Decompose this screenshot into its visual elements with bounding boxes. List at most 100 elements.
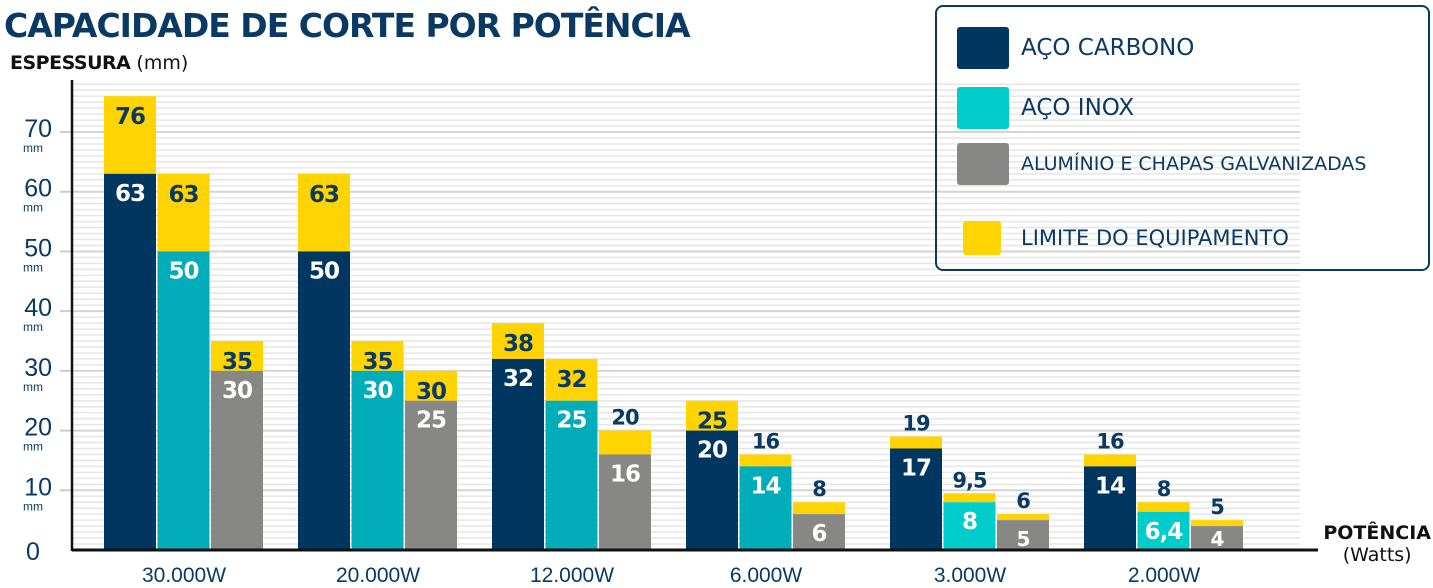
x-axis-label-text: POTÊNCIA: [1323, 522, 1431, 544]
legend-item-aluminum: ALUMÍNIO E CHAPAS GALVANIZADAS: [957, 143, 1366, 185]
bar-value-label: 16: [610, 461, 640, 487]
y-tick-unit: mm: [23, 141, 43, 155]
limit-bar: [492, 323, 544, 359]
bar: [211, 370, 263, 550]
legend-swatch: [963, 221, 1001, 255]
bar: [157, 251, 210, 550]
bar: [739, 466, 792, 550]
limit-value-label: 9,5: [952, 468, 987, 492]
bar: [890, 448, 942, 550]
bar: [1191, 526, 1243, 550]
bar: [492, 358, 544, 550]
limit-bar: [997, 514, 1049, 521]
bar: [599, 454, 651, 550]
y-tick-label: 10: [24, 473, 52, 501]
y-axis-label-bold: ESPESSURA: [10, 52, 131, 74]
y-tick-label: 70: [24, 115, 52, 143]
bar-value-label: 25: [556, 408, 586, 434]
x-tick-label: 2.000W: [1128, 564, 1201, 587]
bar-value-label: 14: [750, 473, 780, 499]
limit-value-label: 8: [812, 477, 826, 501]
limit-bar: [298, 173, 350, 252]
limit-value-label: 6: [1016, 489, 1030, 513]
bar-value-label: 30: [362, 378, 392, 404]
legend-swatch: [957, 143, 1009, 185]
bar-value-label: 20: [697, 438, 727, 464]
limit-value-label: 19: [902, 412, 930, 436]
bar: [686, 430, 738, 550]
legend-swatch: [957, 27, 1009, 69]
legend-item-inox: AÇO INOX: [957, 87, 1134, 129]
limit-bar: [793, 502, 845, 515]
y-tick-unit: mm: [23, 440, 43, 454]
legend-item-carbon: AÇO CARBONO: [957, 27, 1194, 69]
limit-value-label: 35: [222, 349, 252, 375]
bar-value-label: 5: [1017, 527, 1030, 551]
y-tick-label: 40: [24, 294, 52, 322]
bar: [298, 251, 350, 550]
limit-value-label: 35: [362, 349, 392, 375]
legend-label: LIMITE DO EQUIPAMENTO: [1021, 226, 1289, 250]
y-tick-label: 50: [24, 234, 52, 262]
y-tick-label: 30: [24, 354, 52, 382]
limit-value-label: 63: [168, 182, 198, 208]
limit-value-label: 16: [752, 429, 780, 453]
limit-bar: [890, 436, 942, 449]
bar-value-label: 6,4: [1145, 519, 1183, 545]
limit-bar: [157, 173, 210, 252]
bar-value-label: 63: [115, 181, 145, 207]
limit-bar: [104, 96, 156, 174]
bar: [545, 400, 598, 550]
limit-value-label: 32: [556, 367, 586, 393]
limit-bar: [686, 400, 738, 431]
x-axis-label: POTÊNCIA (Watts): [1323, 522, 1431, 566]
limit-bar: [351, 341, 404, 371]
x-axis-label-unit: (Watts): [1342, 544, 1412, 566]
x-tick-label: 12.000W: [530, 564, 614, 587]
limit-value-label: 30: [416, 379, 446, 405]
legend-label: AÇO CARBONO: [1021, 35, 1195, 61]
bar-value-label: 25: [416, 408, 446, 434]
x-tick-label: 3.000W: [934, 564, 1007, 587]
limit-value-label: 20: [611, 406, 639, 430]
bar: [793, 514, 845, 550]
limit-value-label: 76: [115, 104, 145, 130]
limit-value-label: 16: [1096, 429, 1124, 453]
bar-value-label: 6: [811, 521, 826, 547]
y-tick-label: 0: [26, 538, 40, 566]
legend-item-limit: LIMITE DO EQUIPAMENTO: [963, 221, 1289, 255]
x-tick-label: 30.000W: [142, 564, 226, 587]
bar-value-label: 14: [1095, 473, 1125, 499]
limit-value-label: 8: [1157, 477, 1171, 501]
bar: [104, 173, 156, 550]
legend-label: AÇO INOX: [1021, 95, 1135, 121]
y-axis-label-unit: (mm): [136, 52, 189, 74]
y-axis-label: ESPESSURA (mm): [10, 52, 188, 74]
limit-bar: [405, 370, 457, 401]
y-tick-unit: mm: [23, 260, 43, 274]
legend-label: ALUMÍNIO E CHAPAS GALVANIZADAS: [1021, 153, 1367, 175]
bar: [943, 502, 996, 550]
bar-value-label: 17: [901, 455, 931, 481]
bar-value-label: 8: [962, 509, 977, 535]
limit-bar: [1137, 502, 1190, 512]
limit-bar: [739, 454, 792, 467]
y-tick-unit: mm: [23, 380, 43, 394]
y-tick-unit: mm: [23, 499, 43, 513]
bar-value-label: 4: [1211, 527, 1224, 551]
limit-bar: [211, 341, 263, 371]
bar: [997, 520, 1049, 550]
limit-bar: [599, 430, 651, 455]
legend-swatch: [957, 87, 1009, 129]
limit-bar: [545, 358, 598, 401]
y-tick-label: 60: [24, 175, 52, 203]
legend: AÇO CARBONO AÇO INOX ALUMÍNIO E CHAPAS G…: [935, 5, 1430, 271]
bar-value-label: 32: [503, 366, 533, 392]
limit-bar: [1191, 520, 1243, 527]
bar: [1137, 511, 1190, 550]
y-tick-unit: mm: [23, 201, 43, 215]
limit-value-label: 25: [697, 409, 727, 435]
y-tick-label: 20: [24, 414, 52, 442]
